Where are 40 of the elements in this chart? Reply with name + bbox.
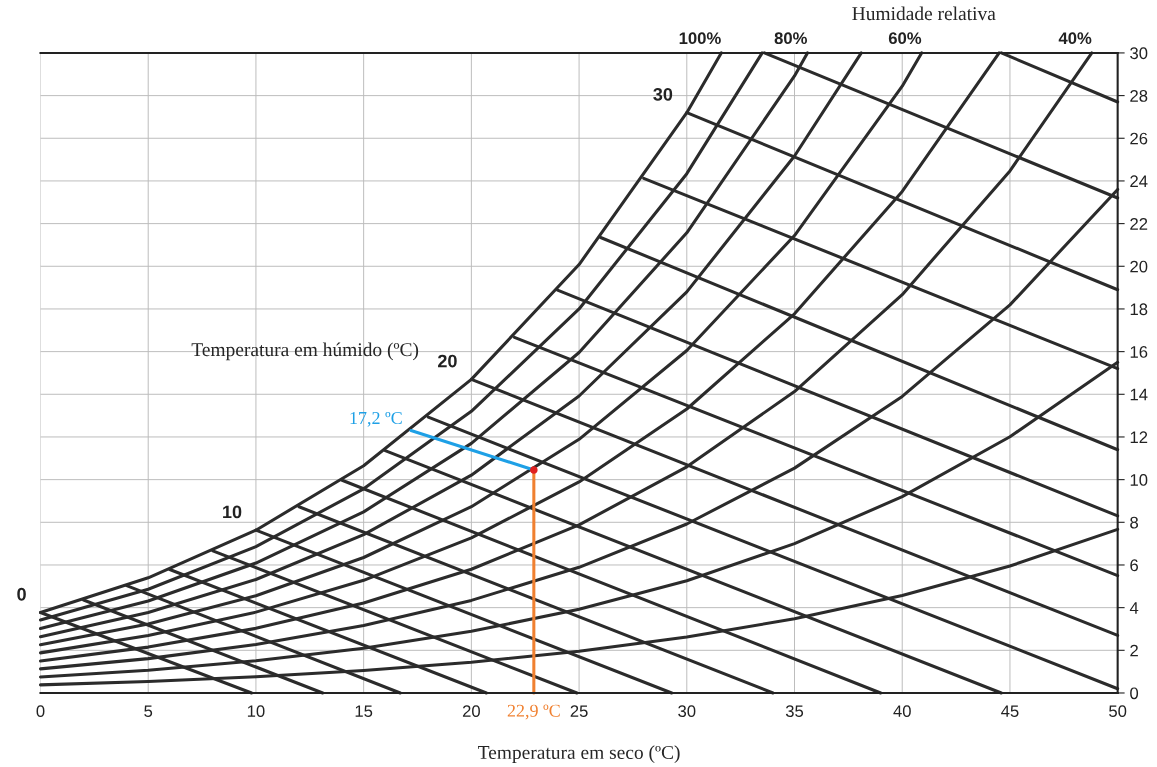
- x-tick-label: 5: [144, 705, 153, 718]
- x-tick-label: 10: [247, 705, 265, 718]
- series-label: 60%: [888, 32, 922, 45]
- annotation: 0: [17, 587, 26, 601]
- y-tick-label: 14: [1130, 388, 1148, 401]
- y-tick-label: 16: [1130, 346, 1148, 358]
- y-tick-label: 20: [1130, 260, 1148, 273]
- chart-title: Humidade relativa: [852, 6, 996, 21]
- series-label: 40%: [1058, 32, 1092, 45]
- x-tick-label: 45: [1001, 705, 1019, 718]
- x-tick-label: 0: [36, 705, 45, 718]
- y-tick-label: 22: [1130, 218, 1148, 230]
- y-tick-label: 18: [1130, 303, 1148, 316]
- y-tick-label: 30: [1130, 47, 1148, 60]
- series-label: 17,2 ºC: [350, 411, 402, 427]
- y-tick-label: 8: [1130, 516, 1139, 529]
- series-label: 100%: [679, 32, 721, 45]
- x-tick-label: 30: [678, 705, 696, 718]
- y-tick-label: 12: [1130, 431, 1148, 443]
- y-tick-label: 24: [1130, 175, 1148, 187]
- annotation: 10: [223, 505, 242, 519]
- annotation: Temperatura em húmido (ºC): [191, 342, 419, 361]
- y-tick-label: 26: [1130, 132, 1148, 145]
- y-tick-label: 0: [1130, 687, 1139, 700]
- x-tick-label: 15: [355, 705, 373, 718]
- series-label: 80%: [774, 32, 807, 45]
- x-tick-label: 50: [1109, 705, 1127, 718]
- y-tick-label: 6: [1130, 559, 1138, 572]
- x-tick-label: 20: [462, 705, 480, 718]
- x-tick-label: 25: [570, 705, 588, 718]
- x-tick-label: 35: [785, 705, 804, 718]
- y-tick-label: 4: [1129, 602, 1139, 614]
- x-axis-title: Temperatura em seco (ºC): [478, 745, 680, 763]
- y-tick-label: 2: [1130, 644, 1138, 657]
- y-tick-label: 10: [1130, 474, 1148, 486]
- series-label: 22,9 ºC: [507, 704, 560, 720]
- x-tick-label: 40: [893, 705, 911, 718]
- annotation: 30: [653, 87, 673, 101]
- annotation: 20: [438, 354, 457, 368]
- y-tick-label: 28: [1130, 89, 1148, 102]
